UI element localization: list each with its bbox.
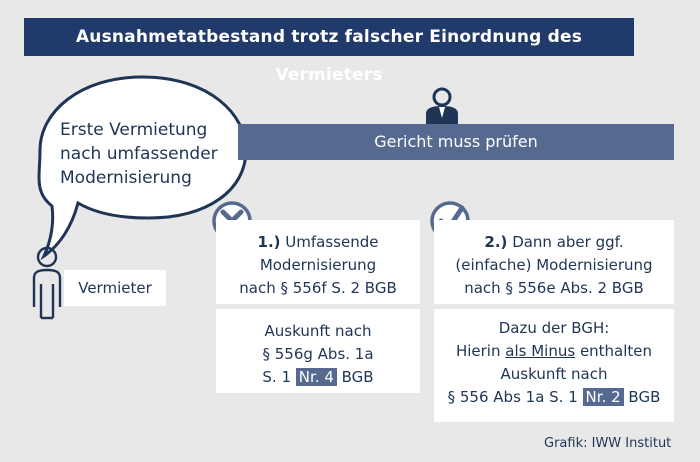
option1-result-post: BGB	[341, 368, 374, 386]
bubble-line: nach umfassender	[60, 144, 218, 164]
option1-result-line: Auskunft nach	[264, 322, 372, 340]
option1-heading-box: 1.) Umfassende Modernisierung nach § 556…	[216, 220, 420, 304]
option2-result-line: Dazu der BGH:	[498, 319, 610, 337]
option2-result-pre: Hierin	[455, 342, 501, 360]
page-title: Ausnahmetatbestand trotz falscher Einord…	[24, 18, 634, 85]
option2-result-line: Hierin als Minus enthalten	[434, 340, 674, 363]
option1-highlight: Nr. 4	[295, 368, 337, 386]
option2-heading-line: 2.) Dann aber ggf.	[434, 231, 674, 254]
option2-result-post: enthalten	[579, 342, 653, 360]
option2-number: 2.)	[484, 233, 508, 251]
option1-result-line: S. 1 Nr. 4 BGB	[216, 366, 420, 389]
option2-heading-box: 2.) Dann aber ggf. (einfache) Modernisie…	[434, 220, 674, 304]
option1-number: 1.)	[257, 233, 281, 251]
court-bar: Gericht muss prüfen	[238, 124, 674, 160]
person-icon	[32, 246, 62, 320]
bubble-line: Modernisierung	[60, 168, 192, 188]
option1-heading-line: 1.) Umfassende	[216, 231, 420, 254]
landlord-label: Vermieter	[64, 270, 166, 306]
option2-result-box: Dazu der BGH: Hierin als Minus enthalten…	[434, 309, 674, 422]
option2-heading-line: (einfache) Modernisierung	[455, 256, 653, 274]
option2-highlight: Nr. 2	[582, 388, 624, 406]
option2-heading-line: nach § 556e Abs. 2 BGB	[464, 279, 644, 297]
option1-result-pre: S. 1	[262, 368, 291, 386]
option2-heading-text: Dann aber ggf.	[512, 233, 624, 251]
option2-result-post: BGB	[628, 388, 661, 406]
graphic-credit: Grafik: IWW Institut	[544, 436, 672, 451]
judge-icon	[426, 87, 458, 124]
option2-result-line: § 556 Abs 1a S. 1 Nr. 2 BGB	[434, 386, 674, 409]
option2-underlined: als Minus	[505, 342, 576, 360]
option2-result-line: Auskunft nach	[500, 365, 608, 383]
bubble-line: Erste Vermietung	[60, 120, 208, 140]
option1-result-line: § 556g Abs. 1a	[262, 345, 374, 363]
speech-bubble-text: Erste Vermietung nach umfassender Modern…	[60, 118, 232, 190]
option1-heading-line: nach § 556f S. 2 BGB	[239, 279, 397, 297]
option1-result-box: Auskunft nach § 556g Abs. 1a S. 1 Nr. 4 …	[216, 309, 420, 393]
option1-heading-text: Umfassende	[285, 233, 379, 251]
option2-result-pre: § 556 Abs 1a S. 1	[447, 388, 578, 406]
option1-heading-line: Modernisierung	[259, 256, 377, 274]
